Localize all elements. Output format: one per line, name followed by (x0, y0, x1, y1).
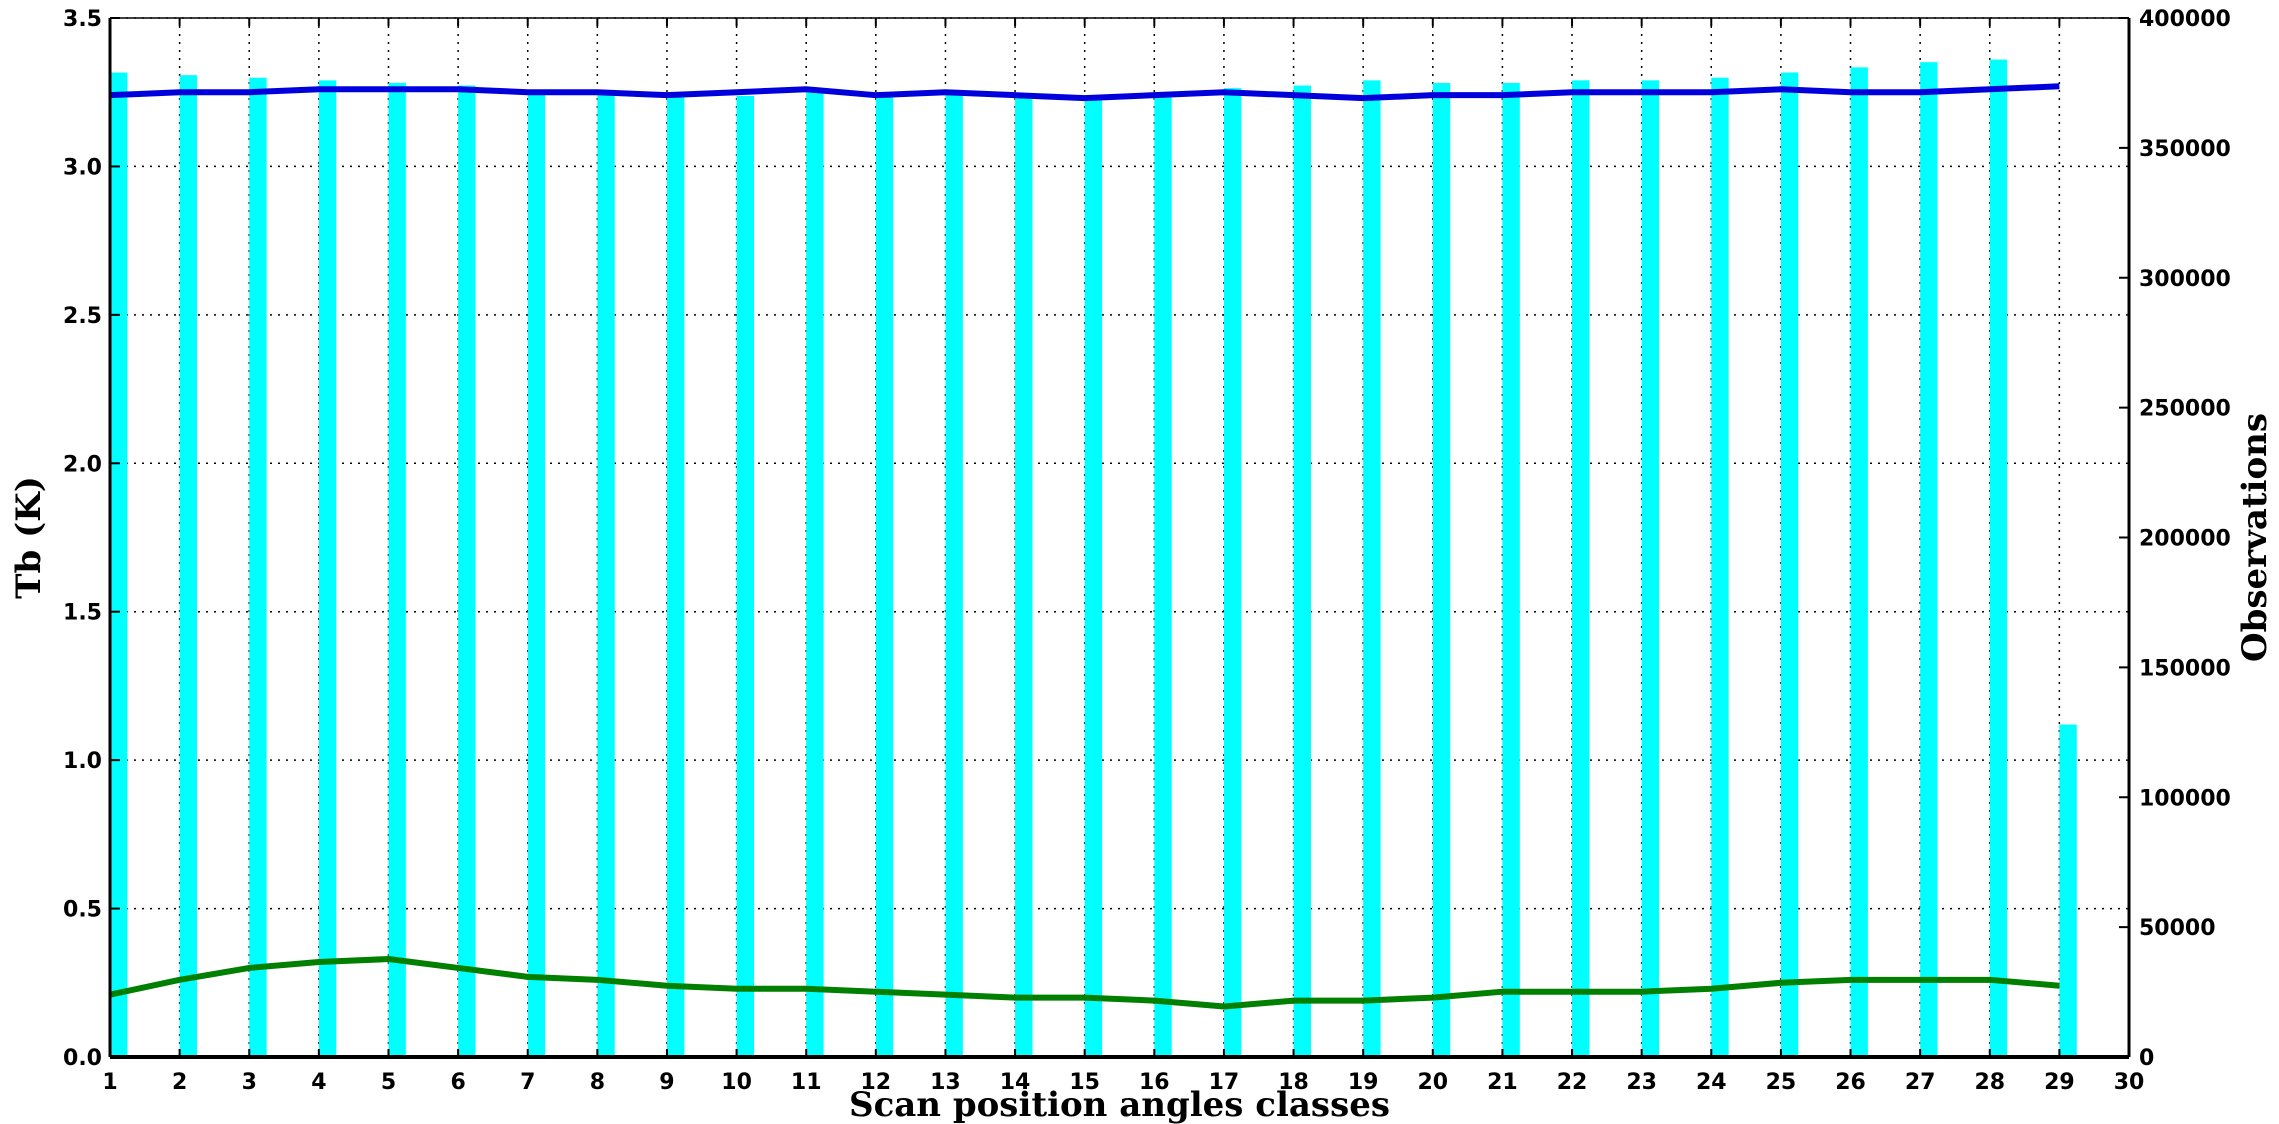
observation-bar (1363, 80, 1381, 1058)
x-tick-label: 13 (930, 1070, 961, 1095)
y-tick-label: 1.5 (63, 601, 102, 626)
x-tick-label: 21 (1487, 1070, 1518, 1095)
x-tick-label: 12 (861, 1070, 892, 1095)
x-tick-label: 9 (659, 1070, 674, 1095)
x-tick-label: 28 (1974, 1070, 2005, 1095)
line-series (109, 83, 2060, 1010)
y2-tick-label: 0 (2139, 1046, 2154, 1071)
y-axis-title: Tb (K) (9, 476, 49, 599)
observation-bar (249, 77, 267, 1058)
observation-bar (318, 80, 337, 1058)
observation-bar (1711, 77, 1729, 1058)
series-line-2 (109, 956, 2060, 1010)
x-tick-label: 7 (520, 1070, 535, 1095)
y-tick-label: 3.5 (63, 7, 102, 32)
observation-bar (666, 95, 685, 1058)
x-tick-label: 23 (1626, 1070, 1657, 1095)
grid (109, 17, 2130, 1058)
x-tick-label: 17 (1209, 1070, 1240, 1095)
x-tick-label: 26 (1835, 1070, 1866, 1095)
observation-bar (110, 72, 128, 1058)
x-tick-label: 20 (1417, 1070, 1448, 1095)
y2-tick-label: 200000 (2139, 527, 2231, 552)
observation-bar (2059, 724, 2077, 1057)
x-tick-label: 8 (590, 1070, 605, 1095)
axes-frame (108, 17, 2131, 1059)
series-line-1 (109, 83, 2060, 102)
x-tick-label: 11 (791, 1070, 822, 1095)
x-tick-label: 10 (721, 1070, 752, 1095)
x-tick-label: 18 (1278, 1070, 1309, 1095)
x-tick-label: 22 (1557, 1070, 1588, 1095)
observation-bar (1223, 88, 1242, 1057)
observation-bar (388, 82, 406, 1057)
observation-bar (179, 75, 198, 1057)
x-tick-label: 3 (242, 1070, 257, 1095)
observation-bar (736, 95, 754, 1058)
y-tick-label: 2.0 (63, 452, 102, 477)
observation-bar (597, 93, 615, 1057)
x-tick-label: 25 (1766, 1070, 1797, 1095)
observation-bar (875, 95, 894, 1058)
y-tick-label: 0.5 (63, 898, 102, 923)
y2-tick-label: 50000 (2139, 916, 2216, 941)
x-tick-label: 16 (1139, 1070, 1170, 1095)
y-tick-label: 2.5 (63, 304, 102, 329)
x-tick-label: 4 (311, 1070, 326, 1095)
observation-bar (1850, 67, 1868, 1058)
x-axis-title: Scan position angles classes (849, 1085, 1390, 1124)
x-tick-label: 1 (102, 1070, 117, 1095)
y2-tick-label: 150000 (2139, 656, 2231, 681)
observation-bar (1502, 82, 1520, 1057)
x-tick-label: 14 (1000, 1070, 1031, 1095)
observation-bar (945, 90, 963, 1058)
y-tick-label: 3.0 (63, 155, 102, 180)
y2-tick-label: 300000 (2139, 267, 2231, 292)
observation-bar (527, 90, 546, 1058)
observation-bar (1293, 85, 1311, 1057)
observation-bar (458, 85, 476, 1057)
y2-tick-label: 250000 (2139, 397, 2231, 422)
y2-tick-label: 350000 (2139, 137, 2231, 162)
x-tick-label: 6 (450, 1070, 465, 1095)
x-tick-label: 27 (1905, 1070, 1936, 1095)
x-tick-label: 15 (1069, 1070, 1100, 1095)
ticks: 1 2 3 4 5 6 7 8 9 10 11 12 13 14 15 16 17 18 19 20 21 22 23 24 2… (63, 7, 2231, 1095)
observation-bar (1432, 82, 1451, 1057)
x-tick-label: 19 (1348, 1070, 1379, 1095)
x-tick-label: 30 (2114, 1070, 2145, 1095)
x-tick-label: 24 (1696, 1070, 1727, 1095)
observation-bar (1989, 59, 2008, 1058)
y-tick-label: 1.0 (63, 749, 102, 774)
observation-bar (1641, 80, 1660, 1058)
y2-axis-title: Observations (2235, 413, 2275, 662)
observation-bar (1084, 98, 1103, 1057)
observation-bar (1920, 62, 1938, 1058)
y2-tick-label: 100000 (2139, 786, 2231, 811)
y-tick-label: 0.0 (63, 1046, 102, 1071)
observation-bar (1572, 80, 1590, 1058)
observation-bar (1154, 93, 1172, 1057)
x-tick-label: 29 (2044, 1070, 2075, 1095)
x-tick-label: 2 (172, 1070, 187, 1095)
x-tick-label: 5 (381, 1070, 396, 1095)
observation-bar (806, 90, 824, 1058)
observation-bar (1780, 72, 1799, 1058)
y2-tick-label: 400000 (2139, 7, 2231, 32)
observation-bar (1015, 93, 1033, 1057)
bar-series (110, 59, 2077, 1058)
